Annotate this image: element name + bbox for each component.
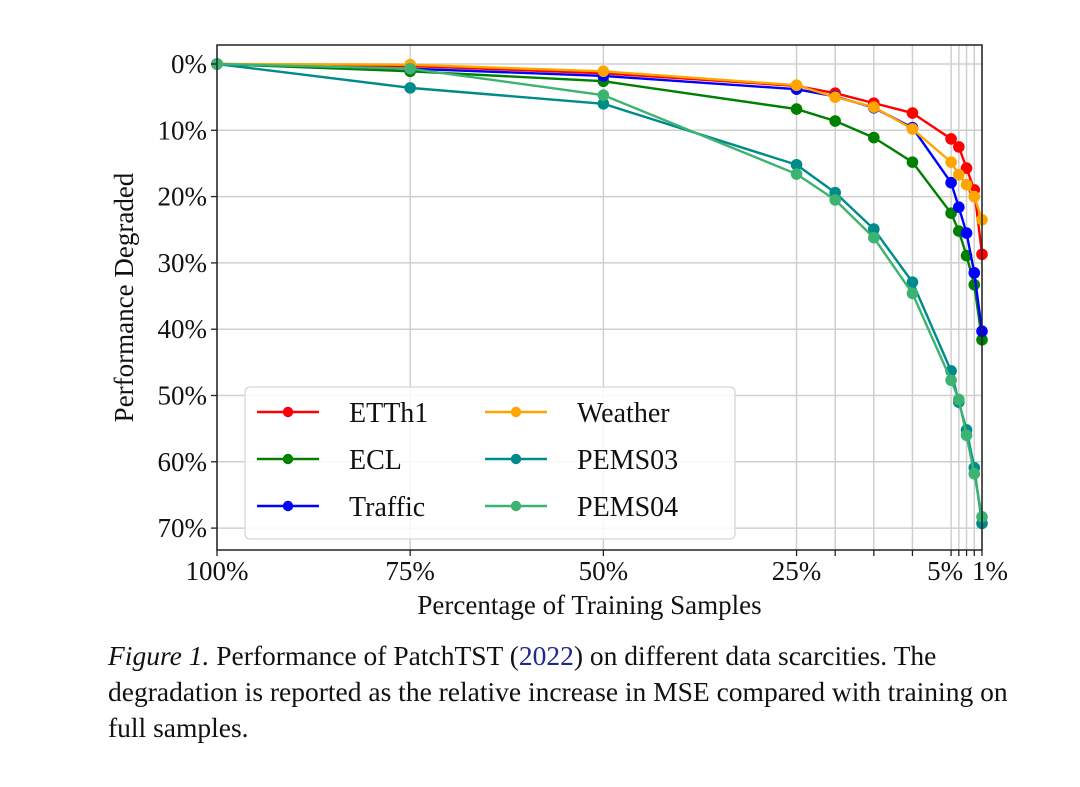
data-point xyxy=(953,168,965,181)
legend-swatch-marker xyxy=(282,453,294,465)
data-point xyxy=(906,107,919,119)
data-point xyxy=(597,97,610,110)
legend-item: Traffic xyxy=(257,492,425,523)
data-point xyxy=(404,62,416,75)
data-point xyxy=(790,158,803,171)
legend-label: Traffic xyxy=(349,492,425,523)
legend-swatch-marker xyxy=(510,406,522,418)
x-tick-label: 50% xyxy=(579,556,629,586)
data-point xyxy=(960,429,973,442)
legend-item: PEMS03 xyxy=(485,445,678,476)
legend-box xyxy=(244,386,736,540)
x-tick-label: 25% xyxy=(772,556,822,586)
data-point xyxy=(945,156,957,168)
data-point xyxy=(953,393,965,406)
x-tick-label: 75% xyxy=(385,556,435,586)
data-point xyxy=(868,223,880,235)
y-axis-label: Performance Degraded xyxy=(109,172,139,422)
plot-frame xyxy=(216,44,983,551)
y-tick-label: 70% xyxy=(158,513,208,543)
legend-swatch-marker xyxy=(282,500,294,512)
data-point xyxy=(829,115,841,127)
y-tick-label: 30% xyxy=(158,248,208,278)
legend-swatch-marker xyxy=(282,406,294,418)
data-point xyxy=(790,79,803,92)
data-point xyxy=(597,89,610,101)
data-point xyxy=(968,267,981,279)
data-point xyxy=(868,231,880,244)
series-layer xyxy=(211,58,988,530)
data-point xyxy=(968,190,981,203)
legend-label: ECL xyxy=(349,445,402,476)
data-point xyxy=(953,141,965,153)
axis-ticks: 0% 10% 20% 30% 40% 50% 60% 70% 100% 75% 50% 25% 5% 1% xyxy=(158,49,1009,586)
data-point xyxy=(968,467,981,480)
data-point xyxy=(790,103,803,115)
legend-label: ETTh1 xyxy=(349,398,428,429)
caption-text-2: ) on different data scarcities. The degr… xyxy=(108,640,1008,743)
x-tick-label: 1% xyxy=(972,556,1008,586)
data-point xyxy=(597,65,610,78)
data-point xyxy=(790,168,803,180)
legend-item: Weather xyxy=(485,398,670,429)
legend-item: PEMS04 xyxy=(485,492,678,523)
y-tick-label: 40% xyxy=(158,314,208,344)
data-point xyxy=(960,227,973,239)
citation-link[interactable]: 2022 xyxy=(518,640,574,671)
data-point xyxy=(829,91,841,103)
series-line xyxy=(216,62,984,518)
figure-label: Figure 1. xyxy=(108,640,210,671)
data-point xyxy=(906,123,919,135)
data-point xyxy=(829,194,841,206)
y-tick-label: 10% xyxy=(158,115,208,145)
data-point xyxy=(906,287,919,300)
y-tick-label: 50% xyxy=(158,381,208,411)
y-tick-label: 0% xyxy=(171,49,207,79)
data-point xyxy=(906,276,919,288)
y-tick-label: 20% xyxy=(158,182,208,212)
legend-swatch-marker xyxy=(510,500,522,512)
data-point xyxy=(906,156,919,168)
figure-caption: Figure 1. Performance of PatchTST (2022)… xyxy=(108,638,1048,746)
data-point xyxy=(868,131,880,144)
data-point xyxy=(960,178,973,191)
y-tick-label: 60% xyxy=(158,447,208,477)
legend-item: ETTh1 xyxy=(257,398,428,429)
legend-label: PEMS04 xyxy=(577,492,678,523)
legend-swatch-marker xyxy=(510,453,522,465)
data-point xyxy=(868,101,880,113)
line-chart: 0% 10% 20% 30% 40% 50% 60% 70% 100% 75% 50% 25% 5% 1%… xyxy=(109,44,1009,620)
x-axis-label: Percentage of Training Samples xyxy=(417,590,761,620)
caption-text-1: Performance of PatchTST ( xyxy=(209,640,519,671)
legend: ETTh1 ECL Traffic Weather PEMS03 PEMS04 xyxy=(244,386,736,540)
legend-label: PEMS03 xyxy=(577,445,678,476)
data-point xyxy=(945,176,957,189)
data-point xyxy=(960,162,973,174)
legend-item: ECL xyxy=(257,445,402,476)
legend-label: Weather xyxy=(577,398,670,429)
data-point xyxy=(945,133,957,145)
data-point xyxy=(945,374,957,387)
data-point xyxy=(953,201,965,214)
data-point xyxy=(404,82,416,94)
x-tick-label: 100% xyxy=(186,556,249,586)
series-pems04 xyxy=(211,58,988,523)
x-tick-label: 5% xyxy=(927,556,963,586)
